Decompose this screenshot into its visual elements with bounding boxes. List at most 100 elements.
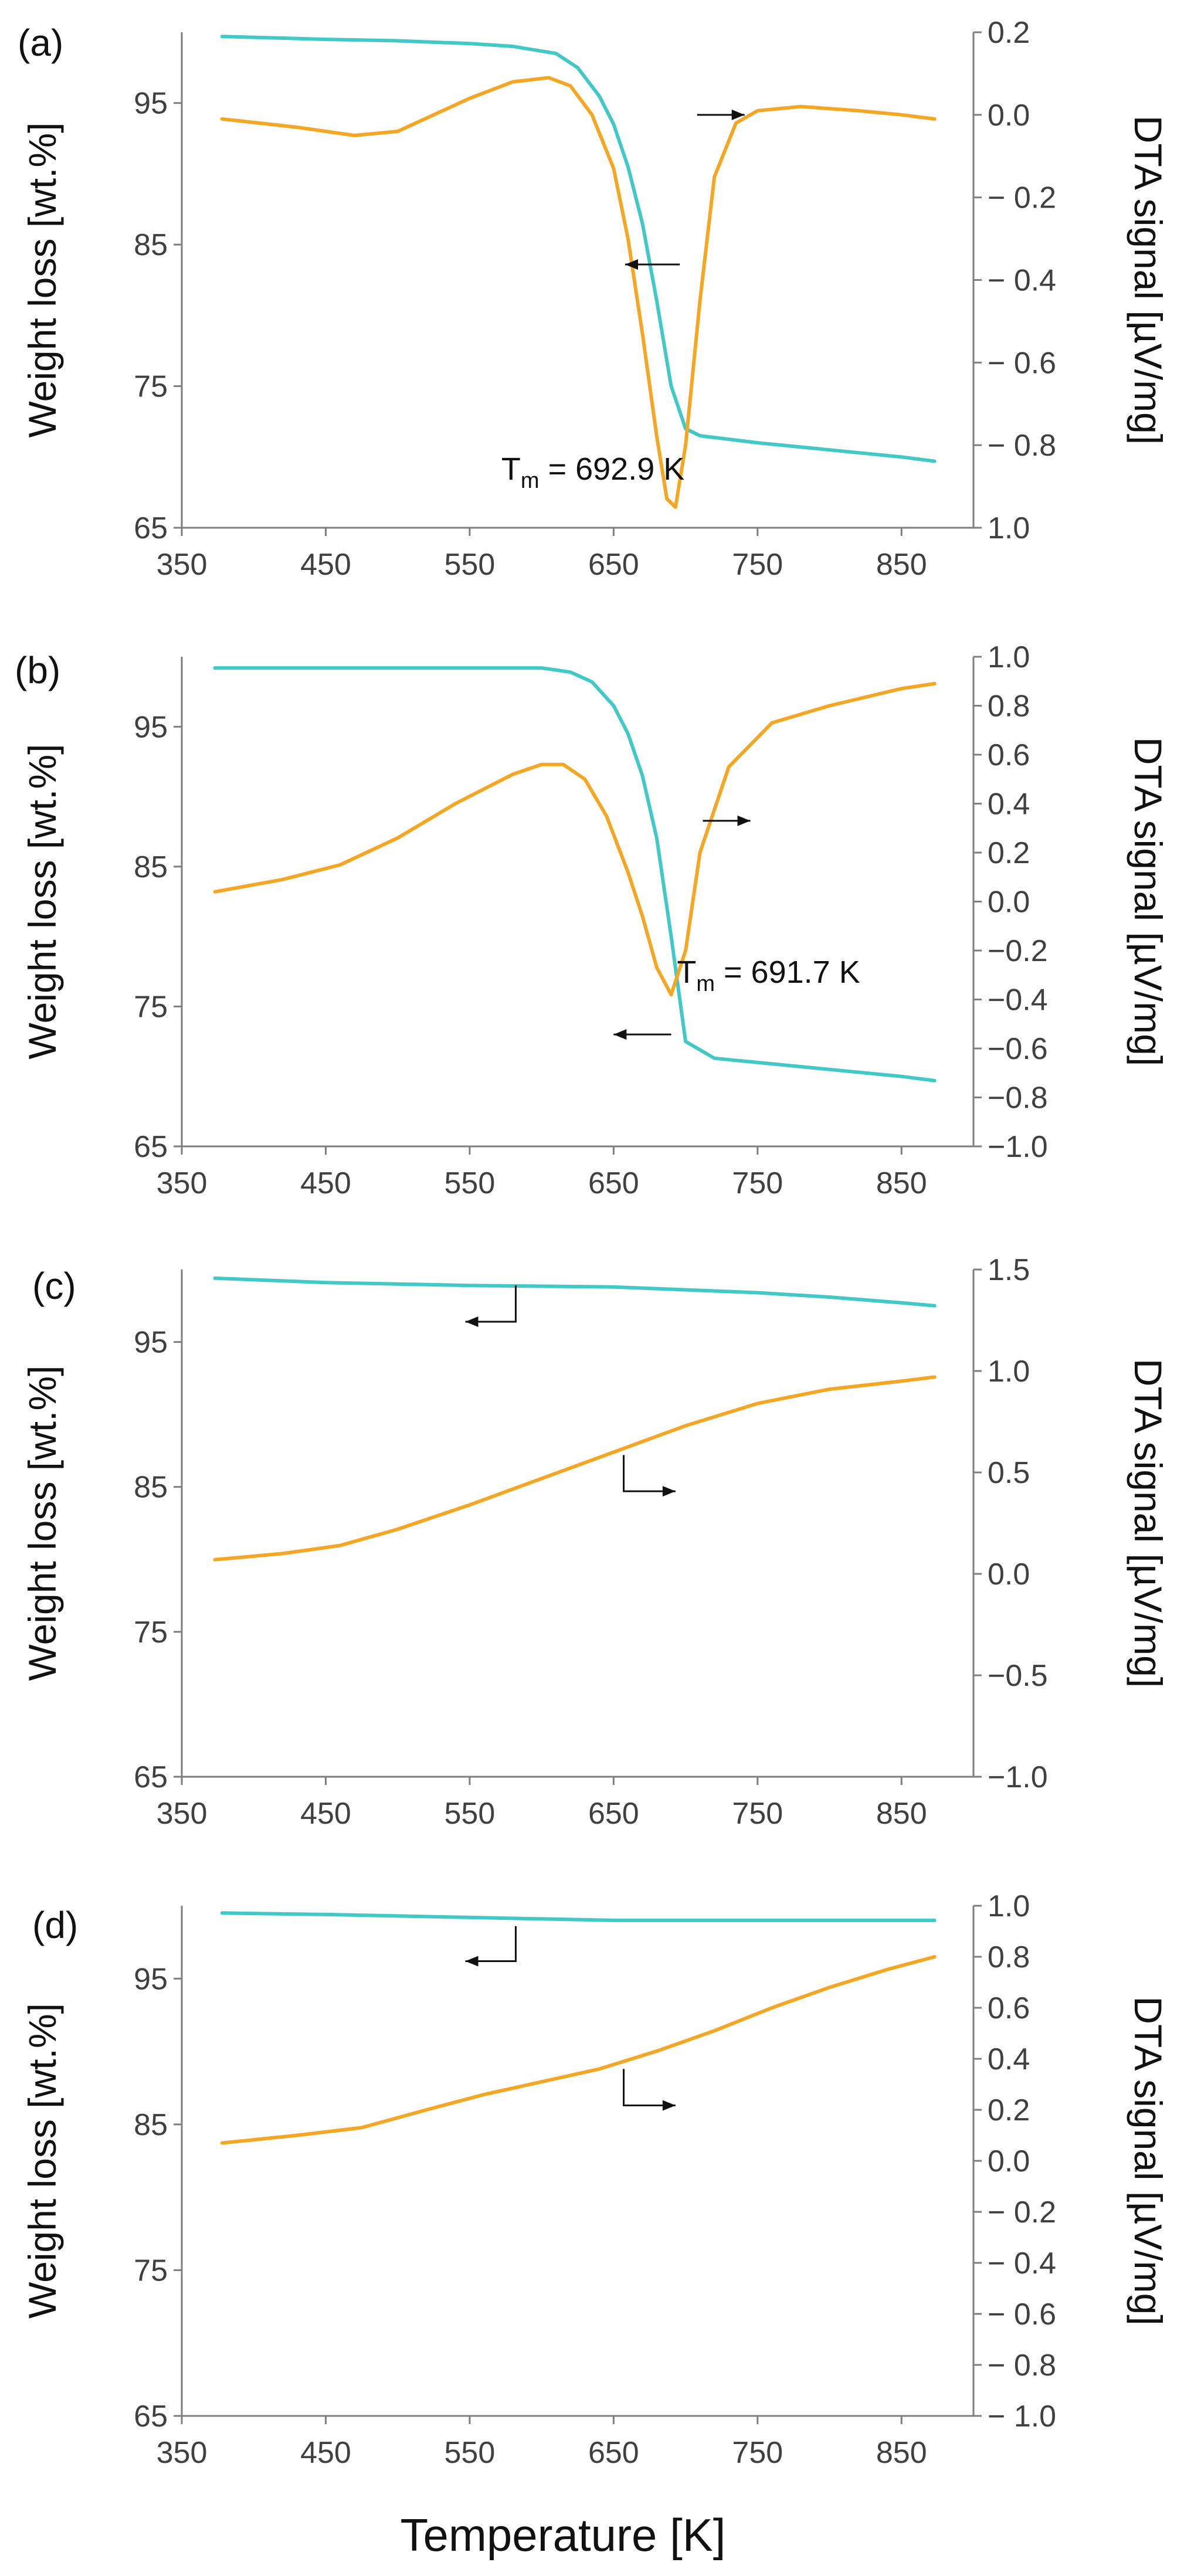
panel-label: (d) xyxy=(32,1904,78,1946)
arrow-head xyxy=(662,2100,676,2111)
dta-signal-line xyxy=(213,1375,937,1562)
x-tick-label: 350 xyxy=(157,548,208,582)
y2-axis-title: DTA signal [µV/mg] xyxy=(1127,737,1170,1066)
arrow-head xyxy=(465,1316,479,1327)
weight-axis-arrow xyxy=(465,1285,517,1327)
x-tick-label: 650 xyxy=(588,1166,639,1200)
y2-tick-label: − 0.4 xyxy=(988,2246,1056,2280)
x-tick-label: 750 xyxy=(732,1166,783,1200)
x-tick-label: 350 xyxy=(157,1166,208,1200)
y-tick-label: 65 xyxy=(134,1760,168,1794)
y2-tick-label: 0.2 xyxy=(988,16,1030,50)
x-tick-label: 750 xyxy=(732,1797,783,1831)
x-tick-label: 450 xyxy=(300,2436,351,2470)
y2-tick-label: 0.8 xyxy=(988,690,1030,724)
y-axis-title: Weight loss [wt.%] xyxy=(21,1366,64,1681)
y2-tick-label: −0.6 xyxy=(988,1032,1048,1066)
dta-signal-line xyxy=(220,76,937,509)
y2-tick-label: 1.0 xyxy=(988,640,1030,674)
y-tick-label: 75 xyxy=(134,990,168,1024)
arrow-head xyxy=(465,1956,479,1967)
y2-axis-title: DTA signal [µV/mg] xyxy=(1127,1359,1170,1688)
x-tick-label: 450 xyxy=(300,548,351,582)
x-axis-title: Temperature [K] xyxy=(401,2509,726,2561)
y-tick-label: 75 xyxy=(134,2253,168,2287)
x-tick-label: 650 xyxy=(588,1797,639,1831)
y2-tick-label: 1.0 xyxy=(988,1355,1030,1389)
arrow-head xyxy=(731,109,745,120)
y2-axis-title: DTA signal [µV/mg] xyxy=(1127,1996,1170,2325)
chart-panel: 350 450 550 650 750 850 65 75 85 95 − 1.0 − 0.8 − 0.… xyxy=(21,1889,1170,2470)
y2-tick-label: 0.0 xyxy=(988,2144,1030,2178)
y-tick-label: 95 xyxy=(134,710,168,744)
x-tick-label: 750 xyxy=(732,2436,783,2470)
chart-panel: 350 450 550 650 750 850 65 75 85 95 1.0 − 0.8 − 0.6 −… xyxy=(18,16,1170,582)
y2-tick-label: −1.0 xyxy=(988,1760,1048,1794)
x-tick-label: 650 xyxy=(588,548,639,582)
y-tick-label: 65 xyxy=(134,2399,168,2434)
chart-panel: 350 450 550 650 750 850 65 75 85 95 −1.0 −0.5 0.0 0.5… xyxy=(21,1253,1170,1831)
y2-tick-label: 0.4 xyxy=(988,2042,1030,2076)
y2-tick-label: − 0.2 xyxy=(988,181,1056,215)
y2-tick-label: − 0.8 xyxy=(988,429,1056,463)
y2-tick-label: 0.0 xyxy=(988,99,1030,133)
y2-tick-label: 0.0 xyxy=(988,885,1030,919)
y-tick-label: 75 xyxy=(134,1615,168,1650)
chart-panel: 350 450 550 650 750 850 65 75 85 95 −1.0 −0.8 −0.6 −0… xyxy=(15,640,1170,1200)
y2-tick-label: − 0.6 xyxy=(988,346,1056,380)
x-tick-label: 850 xyxy=(876,2436,927,2470)
x-tick-label: 550 xyxy=(445,1166,496,1200)
y-tick-label: 85 xyxy=(134,2108,168,2142)
x-tick-label: 850 xyxy=(876,1797,927,1831)
y2-tick-label: 1.0 xyxy=(988,1889,1030,1923)
y2-tick-label: − 0.2 xyxy=(988,2195,1056,2229)
y2-tick-label: 0.2 xyxy=(988,2093,1030,2127)
y-axis-title: Weight loss [wt.%] xyxy=(21,744,64,1060)
arrow-shaft xyxy=(465,1285,517,1323)
y-tick-label: 65 xyxy=(134,511,168,545)
y2-tick-label: −0.2 xyxy=(988,934,1048,968)
y2-tick-label: 0.5 xyxy=(988,1456,1030,1490)
y2-tick-label: 1.0 xyxy=(988,511,1030,545)
x-tick-label: 550 xyxy=(445,548,496,582)
y2-tick-label: 0.6 xyxy=(988,738,1030,772)
y-tick-label: 65 xyxy=(134,1130,168,1164)
y2-tick-label: − 1.0 xyxy=(988,2399,1056,2434)
tm-annotation: Tm = 692.9 K xyxy=(501,452,684,493)
y-axis-title: Weight loss [wt.%] xyxy=(21,123,64,438)
arrow-shaft xyxy=(465,1926,517,1962)
y2-tick-label: 1.5 xyxy=(988,1253,1030,1287)
x-tick-label: 550 xyxy=(445,1797,496,1831)
dta-axis-arrow xyxy=(703,815,751,826)
arrow-head xyxy=(737,815,751,826)
y-tick-label: 95 xyxy=(134,87,168,121)
y2-tick-label: 0.2 xyxy=(988,836,1030,870)
weight-loss-line xyxy=(213,1276,937,1308)
x-tick-label: 850 xyxy=(876,1166,927,1200)
dta-axis-arrow xyxy=(623,2069,676,2111)
y2-tick-label: − 0.6 xyxy=(988,2297,1056,2331)
arrow-shaft xyxy=(623,2069,676,2107)
y-tick-label: 85 xyxy=(134,228,168,262)
panel-label: (c) xyxy=(32,1265,76,1307)
y2-tick-label: − 0.8 xyxy=(988,2348,1056,2382)
y2-tick-label: −1.0 xyxy=(988,1130,1048,1164)
y2-tick-label: −0.8 xyxy=(988,1081,1048,1115)
arrow-head xyxy=(625,259,638,270)
y-axis-title: Weight loss [wt.%] xyxy=(21,2003,64,2319)
panel-label: (a) xyxy=(18,22,63,64)
y-tick-label: 85 xyxy=(134,850,168,884)
y-tick-label: 75 xyxy=(134,370,168,404)
weight-axis-arrow xyxy=(465,1926,517,1967)
x-tick-label: 750 xyxy=(732,548,783,582)
y-tick-label: 95 xyxy=(134,1962,168,1996)
dta-axis-arrow xyxy=(697,109,745,120)
weight-axis-arrow xyxy=(625,259,680,270)
x-tick-label: 550 xyxy=(445,2436,496,2470)
y2-tick-label: −0.5 xyxy=(988,1659,1048,1693)
y-tick-label: 85 xyxy=(134,1471,168,1505)
x-tick-label: 350 xyxy=(157,2436,208,2470)
dta-signal-line xyxy=(220,1955,937,2145)
x-tick-label: 350 xyxy=(157,1797,208,1831)
